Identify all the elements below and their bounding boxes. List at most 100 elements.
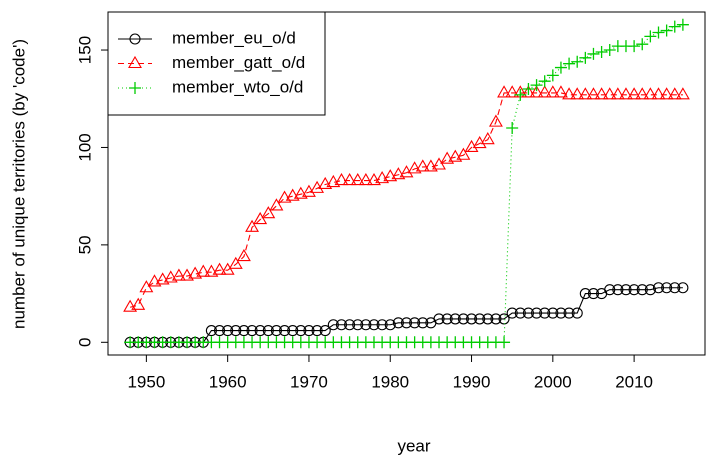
legend-label: member_eu_o/d: [172, 28, 296, 47]
point: [604, 284, 616, 296]
point: [529, 85, 544, 98]
point: [522, 307, 534, 319]
point: [531, 307, 543, 319]
point: [465, 313, 478, 325]
point: [522, 83, 535, 96]
point: [279, 325, 291, 337]
point: [620, 284, 632, 296]
point: [537, 85, 552, 98]
point: [310, 180, 325, 193]
x-tick-label: 1960: [209, 372, 247, 391]
point: [677, 282, 689, 294]
point: [270, 325, 282, 337]
point: [644, 284, 656, 296]
point: [432, 157, 446, 170]
point: [360, 319, 372, 331]
point: [205, 325, 217, 337]
point: [350, 172, 365, 186]
point: [448, 149, 463, 162]
point: [563, 307, 575, 319]
point: [578, 87, 593, 100]
point: [352, 319, 364, 331]
point: [245, 219, 259, 232]
point: [196, 264, 211, 277]
point: [171, 268, 186, 281]
legend-label: member_gatt_o/d: [172, 53, 305, 72]
point: [253, 211, 268, 225]
series-line: [129, 92, 683, 308]
point: [669, 282, 681, 294]
point: [627, 87, 642, 100]
point: [668, 20, 681, 33]
point: [602, 87, 617, 100]
point: [474, 313, 486, 325]
point: [554, 61, 567, 74]
point: [254, 325, 266, 337]
point: [555, 307, 567, 319]
point: [579, 288, 591, 300]
point: [456, 147, 471, 160]
point: [628, 284, 640, 296]
point: [277, 190, 292, 203]
point: [612, 284, 624, 296]
point: [643, 87, 658, 100]
x-tick-label: 1970: [290, 372, 328, 391]
point: [163, 270, 178, 283]
point: [651, 87, 666, 100]
point: [628, 40, 641, 53]
point: [319, 325, 331, 337]
point: [392, 317, 404, 329]
y-tick-label: 50: [75, 235, 94, 254]
point: [384, 319, 396, 331]
point: [530, 79, 543, 92]
point: [400, 317, 413, 329]
point: [546, 69, 559, 82]
point: [285, 188, 300, 201]
point: [327, 319, 339, 331]
point: [636, 284, 648, 296]
point: [506, 121, 519, 134]
point: [440, 151, 455, 164]
legend-marker: [129, 33, 141, 45]
point: [449, 313, 461, 325]
point: [131, 297, 146, 310]
point: [344, 319, 356, 331]
point: [295, 325, 307, 337]
point: [222, 325, 234, 337]
point: [595, 45, 608, 58]
point: [539, 307, 551, 319]
point: [188, 266, 203, 279]
point: [204, 264, 219, 277]
point: [287, 325, 299, 337]
point: [603, 44, 616, 57]
point: [610, 87, 625, 100]
point: [586, 87, 601, 100]
point: [547, 307, 559, 319]
x-tick-label: 2010: [615, 372, 653, 391]
point: [482, 313, 494, 325]
point: [367, 172, 381, 186]
point: [358, 172, 373, 186]
point: [498, 336, 511, 349]
point: [514, 307, 526, 319]
point: [587, 288, 600, 300]
point: [563, 57, 576, 70]
point: [660, 24, 673, 37]
legend-box: [107, 11, 326, 116]
x-tick-label: 1980: [371, 372, 409, 391]
point: [409, 317, 421, 329]
point: [676, 18, 689, 31]
point: [236, 248, 251, 262]
point: [635, 87, 650, 100]
point: [472, 135, 487, 149]
point: [652, 26, 665, 39]
point: [464, 139, 479, 153]
x-tick-label: 2000: [534, 372, 572, 391]
point: [514, 88, 527, 101]
point: [644, 30, 657, 43]
point: [269, 198, 284, 211]
point: [480, 132, 495, 145]
point: [334, 172, 349, 186]
point: [675, 87, 690, 100]
